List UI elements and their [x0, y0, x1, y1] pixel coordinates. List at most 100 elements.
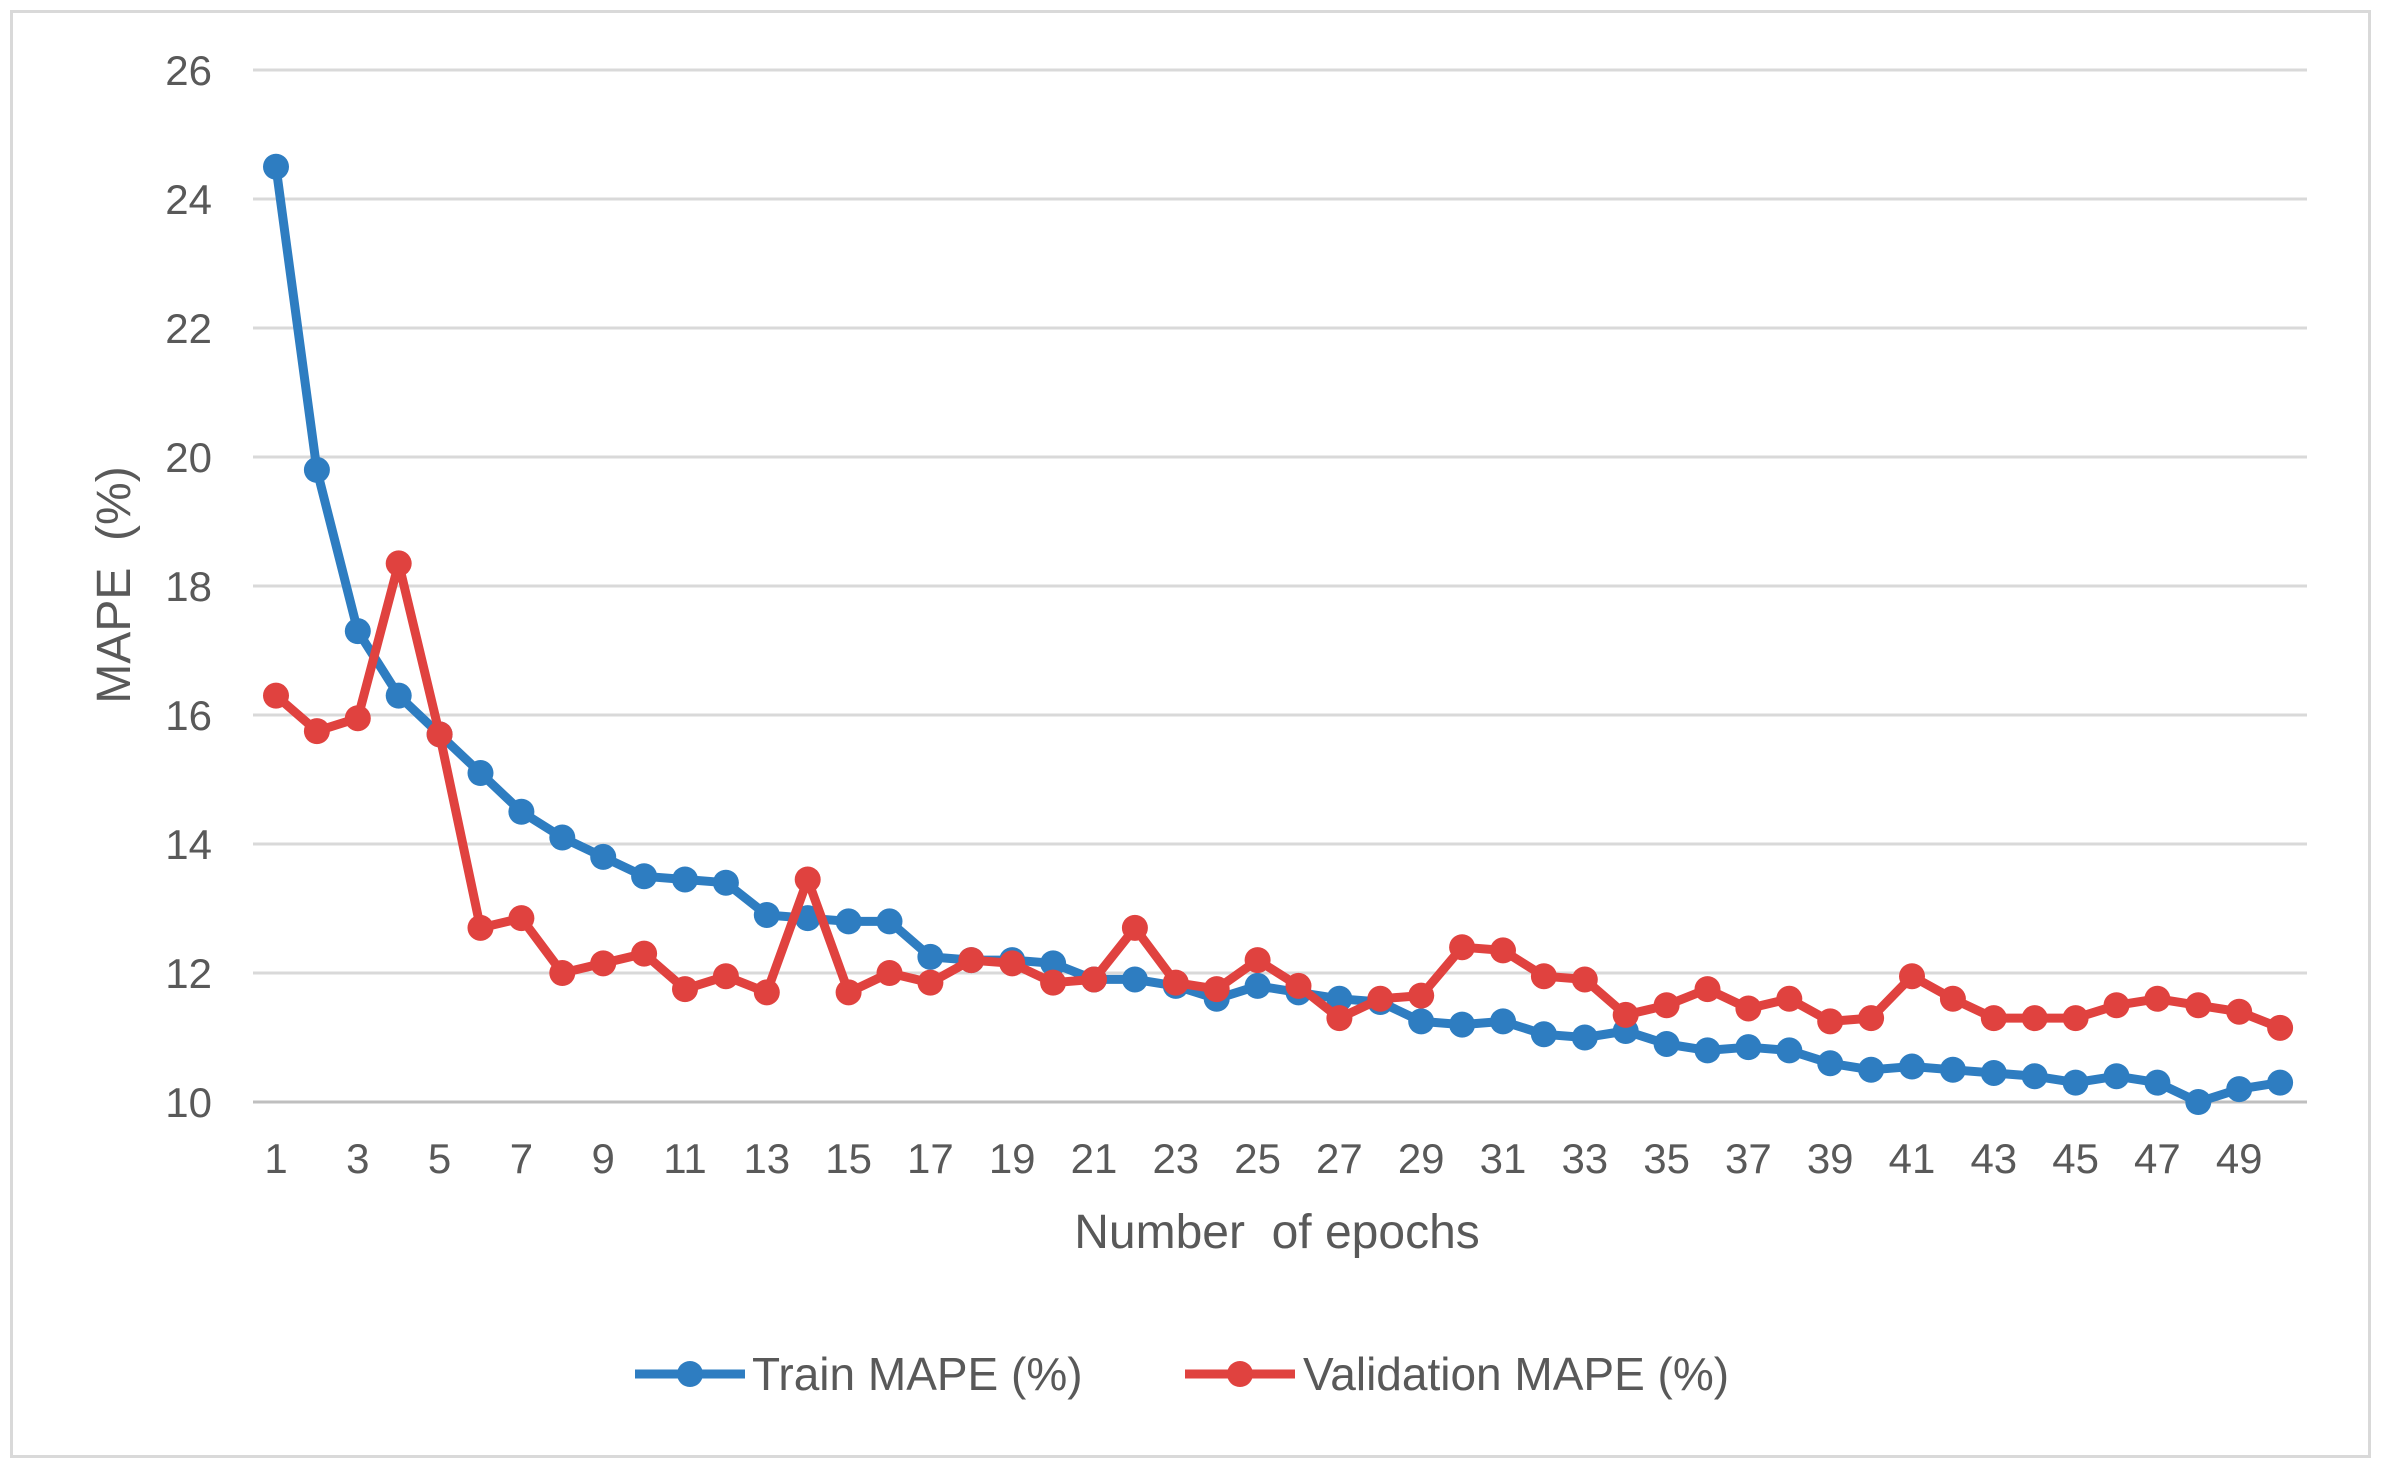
data-point-validation[interactable] — [999, 950, 1026, 977]
data-point-validation[interactable] — [753, 979, 780, 1006]
data-point-validation[interactable] — [1326, 1005, 1353, 1032]
data-point-validation[interactable] — [1530, 963, 1557, 990]
legend-item-train[interactable]: Train MAPE (%) — [635, 1348, 1083, 1400]
data-point-validation[interactable] — [1040, 969, 1067, 996]
data-point-validation[interactable] — [1939, 985, 1966, 1012]
data-point-train[interactable] — [2144, 1069, 2171, 1096]
data-point-validation[interactable] — [467, 914, 494, 941]
data-point-validation[interactable] — [1735, 995, 1762, 1022]
x-tick-label: 3 — [346, 1135, 369, 1182]
data-point-validation[interactable] — [590, 950, 617, 977]
data-point-train[interactable] — [1899, 1053, 1925, 1080]
gridlines — [253, 68, 2307, 1104]
data-point-train[interactable] — [753, 901, 780, 928]
data-point-validation[interactable] — [1694, 976, 1721, 1003]
data-point-train[interactable] — [2021, 1063, 2048, 1090]
data-point-validation[interactable] — [958, 947, 985, 974]
data-point-validation[interactable] — [1203, 976, 1230, 1003]
data-point-validation[interactable] — [876, 960, 903, 986]
data-point-train[interactable] — [672, 866, 698, 893]
data-point-train[interactable] — [1858, 1056, 1885, 1083]
data-point-validation[interactable] — [917, 969, 944, 996]
data-point-train[interactable] — [263, 153, 289, 180]
data-point-validation[interactable] — [2144, 985, 2171, 1012]
data-point-train[interactable] — [2185, 1089, 2212, 1115]
data-point-validation[interactable] — [2185, 992, 2212, 1019]
data-point-train[interactable] — [1571, 1024, 1598, 1051]
data-point-train[interactable] — [1694, 1037, 1721, 1064]
data-point-validation[interactable] — [1367, 985, 1394, 1012]
data-point-train[interactable] — [631, 863, 658, 890]
data-point-train[interactable] — [2267, 1069, 2294, 1096]
data-point-validation[interactable] — [835, 979, 862, 1006]
data-point-train[interactable] — [303, 456, 330, 483]
data-point-validation[interactable] — [2021, 1005, 2048, 1032]
data-point-validation[interactable] — [508, 905, 535, 932]
data-point-train[interactable] — [1530, 1021, 1557, 1048]
data-point-validation[interactable] — [303, 718, 330, 745]
y-tick-label: 20 — [165, 434, 212, 481]
data-point-train[interactable] — [1653, 1030, 1680, 1057]
data-point-train[interactable] — [1776, 1037, 1803, 1064]
data-point-train[interactable] — [549, 824, 576, 851]
data-point-train[interactable] — [1449, 1011, 1476, 1038]
data-point-train[interactable] — [1326, 985, 1353, 1012]
data-point-validation[interactable] — [2062, 1005, 2089, 1032]
data-point-validation[interactable] — [1776, 985, 1803, 1012]
data-point-train[interactable] — [917, 943, 944, 970]
data-point-train[interactable] — [2226, 1076, 2253, 1103]
data-point-validation[interactable] — [344, 705, 371, 732]
data-point-train[interactable] — [2103, 1063, 2130, 1090]
data-point-validation[interactable] — [672, 976, 698, 1003]
data-point-validation[interactable] — [631, 940, 658, 967]
legend-item-validation[interactable]: Validation MAPE (%) — [1185, 1348, 1729, 1400]
data-point-train[interactable] — [2062, 1069, 2089, 1096]
data-point-train[interactable] — [590, 843, 617, 870]
data-point-validation[interactable] — [263, 682, 289, 709]
data-point-validation[interactable] — [1653, 992, 1680, 1019]
data-point-train[interactable] — [344, 618, 371, 645]
data-point-validation[interactable] — [1490, 937, 1516, 964]
data-point-train[interactable] — [794, 905, 821, 932]
data-point-train[interactable] — [385, 682, 412, 709]
data-point-validation[interactable] — [385, 550, 412, 577]
data-point-validation[interactable] — [712, 963, 739, 990]
data-point-validation[interactable] — [1980, 1005, 2007, 1032]
data-point-validation[interactable] — [1285, 972, 1312, 999]
data-point-train[interactable] — [508, 798, 535, 825]
data-point-train[interactable] — [1490, 1008, 1516, 1035]
data-point-validation[interactable] — [1817, 1008, 1844, 1035]
data-point-validation[interactable] — [1612, 1001, 1639, 1028]
data-point-validation[interactable] — [1408, 982, 1435, 1009]
data-point-train[interactable] — [835, 908, 862, 935]
data-point-validation[interactable] — [426, 721, 453, 748]
data-point-validation[interactable] — [1244, 947, 1271, 974]
legend-marker-validation — [1227, 1361, 1253, 1387]
data-point-train[interactable] — [1121, 966, 1148, 993]
data-point-train[interactable] — [1817, 1050, 1844, 1077]
data-point-train[interactable] — [467, 760, 494, 787]
x-axis-title: Number of epochs — [1074, 1206, 1480, 1259]
data-point-train[interactable] — [1735, 1034, 1762, 1061]
data-point-validation[interactable] — [1899, 963, 1925, 990]
data-point-train[interactable] — [1408, 1008, 1435, 1035]
data-point-validation[interactable] — [1121, 914, 1148, 941]
data-point-validation[interactable] — [1449, 934, 1476, 961]
data-point-validation[interactable] — [2226, 998, 2253, 1025]
data-point-validation[interactable] — [794, 866, 821, 893]
data-point-train[interactable] — [876, 908, 903, 935]
data-point-train[interactable] — [1939, 1056, 1966, 1083]
data-point-train[interactable] — [712, 869, 739, 896]
data-point-validation[interactable] — [2267, 1014, 2294, 1041]
data-point-validation[interactable] — [1162, 969, 1189, 996]
data-point-validation[interactable] — [2103, 992, 2130, 1019]
x-tick-label: 47 — [2134, 1135, 2181, 1182]
data-point-validation[interactable] — [549, 960, 576, 986]
data-point-validation[interactable] — [1858, 1005, 1885, 1032]
x-tick-label: 31 — [1480, 1135, 1527, 1182]
data-point-validation[interactable] — [1571, 966, 1598, 993]
data-point-train[interactable] — [1040, 950, 1067, 977]
data-point-train[interactable] — [1244, 972, 1271, 999]
data-point-validation[interactable] — [1081, 966, 1107, 993]
data-point-train[interactable] — [1980, 1059, 2007, 1086]
